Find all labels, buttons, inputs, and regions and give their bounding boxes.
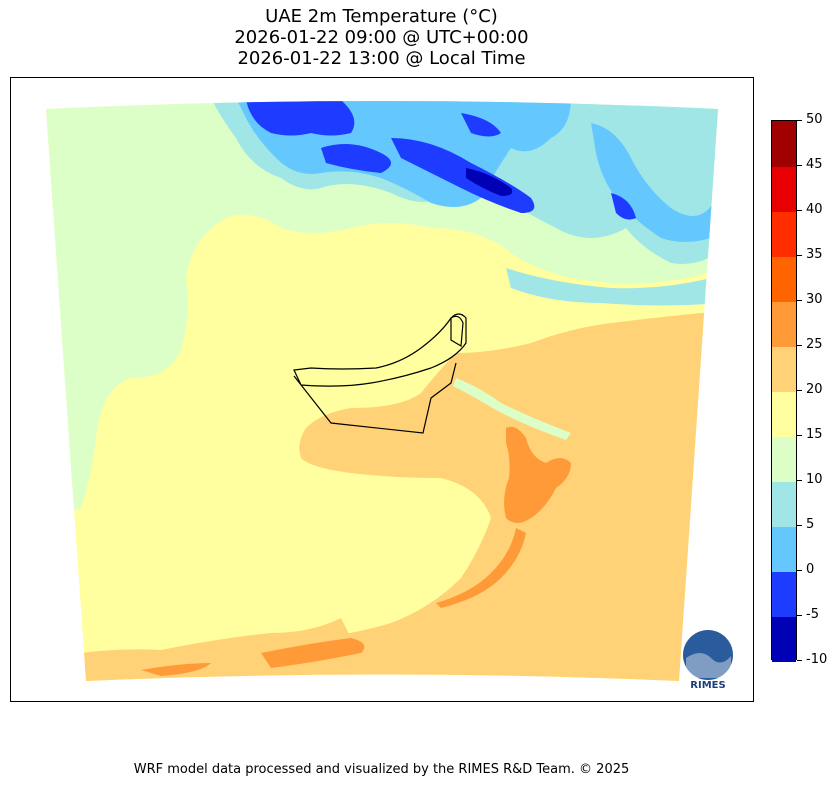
map-title: UAE 2m Temperature (°C) 2026-01-22 09:00…: [0, 6, 763, 69]
colorbar-tick: [797, 435, 802, 436]
band-0-5-east: [591, 123, 718, 242]
colorbar-tick: [797, 660, 802, 661]
rimes-logo-text: RIMES: [690, 680, 725, 691]
band-minus5-0-a: [246, 101, 355, 136]
colorbar-tick: [797, 525, 802, 526]
colorbar-tick: [797, 345, 802, 346]
credit-footer: WRF model data processed and visualized …: [133, 762, 630, 777]
band-25-30-south: [261, 638, 365, 668]
band-minus5-0-e: [611, 193, 636, 220]
map-panel: RIMES: [10, 77, 754, 702]
colorbar-tick: [797, 210, 802, 211]
colorbar-tick: [797, 255, 802, 256]
uae-border: [293, 313, 467, 434]
colorbar-tick-label: 15: [806, 427, 823, 442]
colorbar-tick-label: 35: [806, 247, 823, 262]
colorbar-tick: [797, 480, 802, 481]
colorbar-tick-label: -5: [806, 607, 819, 622]
colorbar-segment: [772, 571, 796, 617]
colorbar-tick-label: -10: [806, 652, 828, 667]
colorbar-segment: [772, 211, 796, 257]
coastal-strip: [453, 378, 571, 440]
band-25-30-southwest: [141, 663, 211, 676]
colorbar-segment: [772, 391, 796, 437]
rimes-wave-icon: [686, 653, 731, 678]
colorbar-segment: [772, 166, 796, 212]
colorbar-tick: [797, 120, 802, 121]
title-local-time: 2026-01-22 13:00 @ Local Time: [237, 48, 526, 69]
colorbar-tick: [797, 165, 802, 166]
band-minus5-0-d: [461, 113, 501, 137]
colorbar-segment: [772, 346, 796, 392]
colorbar-tick-label: 40: [806, 202, 823, 217]
title-utc-time: 2026-01-22 09:00 @ UTC+00:00: [234, 27, 529, 48]
colorbar-tick-label: 30: [806, 292, 823, 307]
rimes-logo: RIMES: [683, 630, 733, 691]
musandam-border: [450, 315, 464, 348]
colorbar-segment: [772, 526, 796, 572]
colorbar-segment: [772, 616, 796, 662]
colorbar-segment: [772, 256, 796, 302]
colorbar-tick-label: 45: [806, 157, 823, 172]
rimes-logo-emblem: [683, 630, 733, 680]
colorbar-segment: [772, 436, 796, 482]
band-25-30-east: [504, 426, 571, 523]
colorbar-segment: [772, 121, 796, 167]
colorbar-tick-label: 50: [806, 112, 823, 127]
colorbar-tick-label: 25: [806, 337, 823, 352]
colorbar-tick-label: 5: [806, 517, 815, 532]
band-5-10-south: [506, 268, 718, 306]
colorbar-tick: [797, 300, 802, 301]
band-25-30-ridge: [436, 528, 526, 608]
colorbar-tick: [797, 570, 802, 571]
colorbar: [771, 120, 797, 662]
colorbar-segment: [772, 301, 796, 347]
colorbar-tick-label: 0: [806, 562, 815, 577]
temperature-map: RIMES: [46, 101, 733, 691]
colorbar-tick: [797, 615, 802, 616]
colorbar-tick-label: 20: [806, 382, 823, 397]
title-variable: UAE 2m Temperature (°C): [265, 6, 498, 27]
band-20-25-sw: [81, 618, 351, 678]
band-below-minus5: [466, 168, 513, 196]
band-20-25: [81, 313, 718, 681]
colorbar-tick-label: 10: [806, 472, 823, 487]
colorbar-tick: [797, 390, 802, 391]
band-minus5-0-b: [321, 144, 391, 173]
colorbar-segment: [772, 481, 796, 527]
